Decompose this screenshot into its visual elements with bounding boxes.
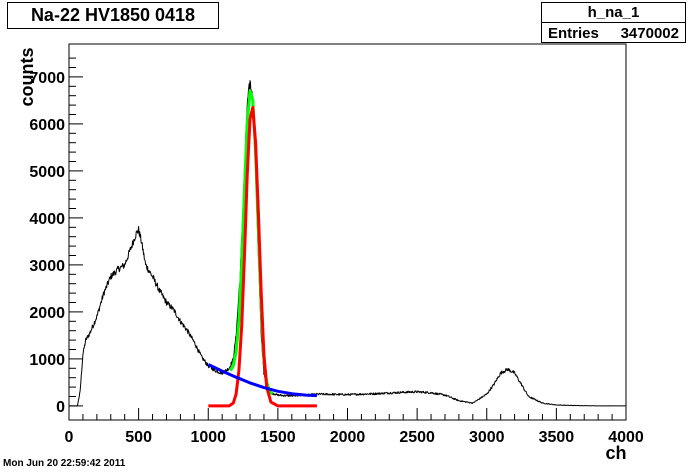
chart-title-text: Na-22 HV1850 0418 — [30, 5, 196, 25]
y-tick-label: 7000 — [29, 70, 65, 87]
y-tick-label: 3000 — [29, 258, 65, 275]
x-tick-label: 3000 — [469, 429, 505, 446]
x-tick-label: 1000 — [190, 429, 226, 446]
x-tick-label: 0 — [65, 429, 74, 446]
y-tick-label: 0 — [56, 399, 65, 416]
x-axis-label: ch — [605, 443, 626, 463]
y-axis-label: counts — [17, 47, 37, 106]
y-tick-label: 6000 — [29, 117, 65, 134]
y-tick-labels: 0 1000 2000 3000 4000 5000 6000 7000 — [29, 70, 65, 416]
plot-frame — [68, 43, 627, 421]
timestamp: Mon Jun 20 22:59:42 2011 — [3, 458, 126, 469]
x-tick-label: 3500 — [539, 429, 575, 446]
x-tick-labels: 0 500 1000 1500 2000 2500 3000 3500 4000 — [65, 429, 644, 446]
series-3-fit — [207, 363, 317, 398]
y-axis-ticks — [69, 57, 83, 407]
y-tick-label: 1000 — [29, 352, 65, 369]
y-tick-label: 5000 — [29, 164, 65, 181]
x-axis-ticks — [68, 408, 627, 420]
stats-histogram-name: h_na_1 — [542, 3, 685, 23]
series-layer — [68, 80, 627, 408]
stats-entries-value: 3470002 — [620, 24, 679, 42]
x-tick-label: 1500 — [260, 429, 296, 446]
stats-entries-label: Entries — [548, 24, 599, 42]
x-tick-label: 2500 — [399, 429, 435, 446]
chart-title: Na-22 HV1850 0418 — [7, 2, 219, 29]
y-tick-label: 2000 — [29, 305, 65, 322]
stats-entries-row: Entries 3470002 — [542, 23, 685, 43]
x-tick-label: 500 — [125, 429, 152, 446]
x-tick-label: 4000 — [608, 429, 644, 446]
y-tick-label: 4000 — [29, 211, 65, 228]
series-1-fit — [229, 89, 274, 396]
stats-box: h_na_1 Entries 3470002 — [541, 2, 686, 43]
series-0-histogram — [68, 80, 627, 407]
x-tick-label: 2000 — [330, 429, 366, 446]
